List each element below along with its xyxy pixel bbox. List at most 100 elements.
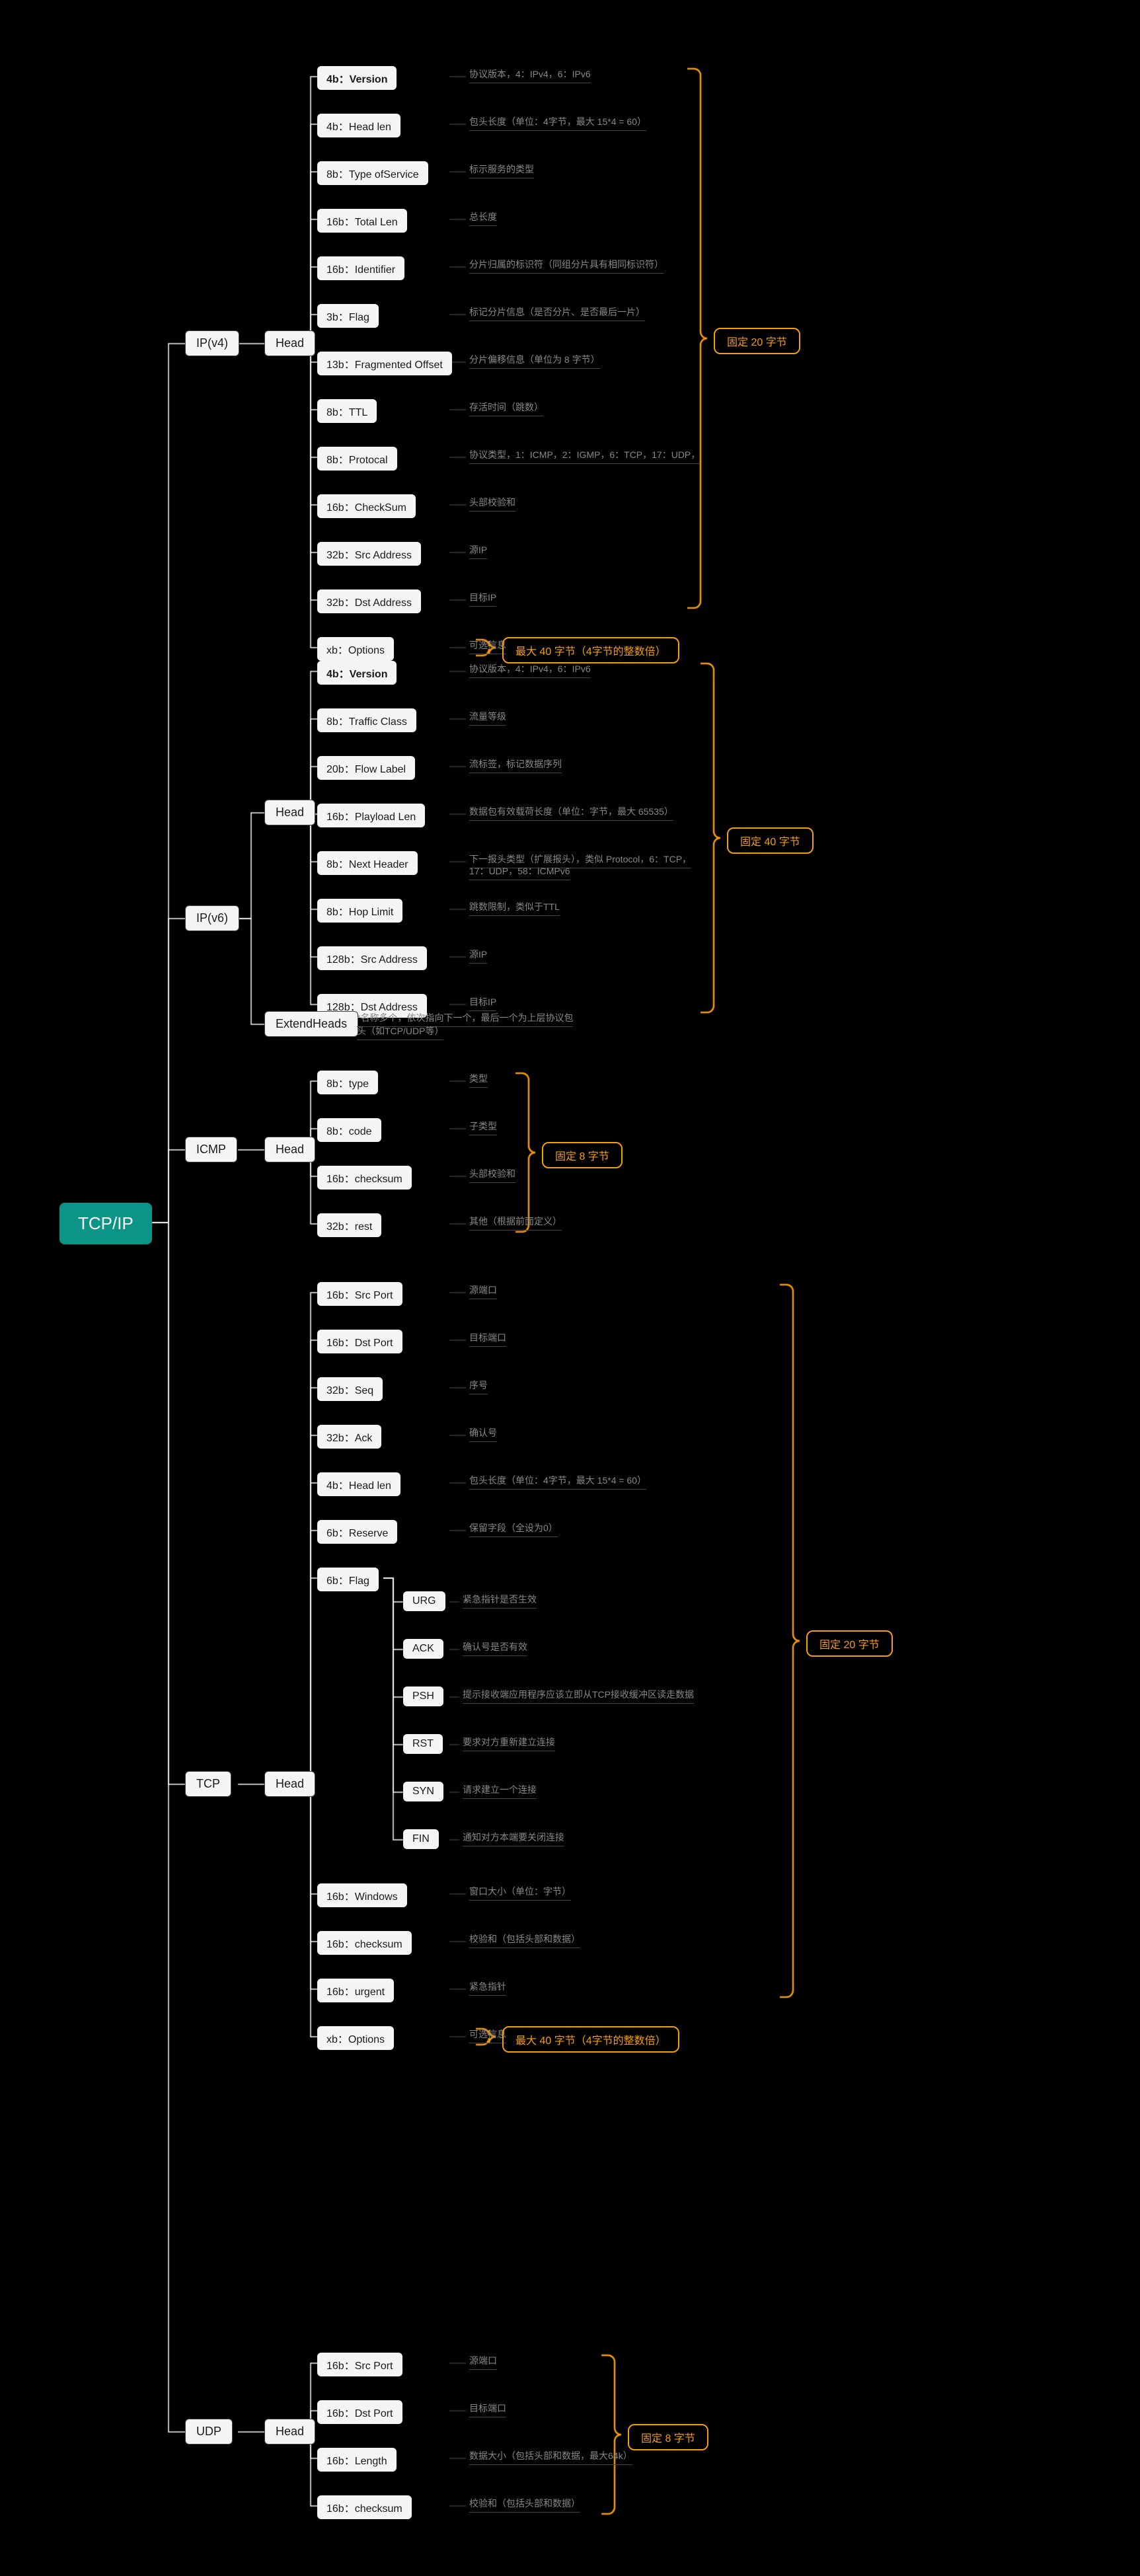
desc-tcp-2: 序号: [469, 1379, 488, 1394]
desc-ipv4-5: 标记分片信息（是否分片、是否最后一片）: [469, 305, 645, 321]
field-icmp-3: 32b：rest: [317, 1213, 381, 1237]
desc-ipv6-0: 协议版本，4：IPv4，6：IPv6: [469, 662, 591, 678]
field-tcp-9: 16b：urgent: [317, 1979, 394, 2002]
head-udp: Head: [264, 2419, 315, 2444]
field-udp-1: 16b：Dst Port: [317, 2400, 402, 2424]
protocol-ipv4: IP(v4): [185, 330, 239, 356]
field-icmp-0: 8b：type: [317, 1071, 378, 1094]
field-ipv4-12: xb：Options: [317, 637, 394, 661]
field-udp-0: 16b：Src Port: [317, 2353, 402, 2376]
flag-RST: RST: [403, 1734, 443, 1754]
field-ipv4-3: 16b：Total Len: [317, 209, 407, 233]
field-ipv4-2: 8b：Type ofService: [317, 161, 428, 185]
field-ipv4-0: 4b：Version: [317, 66, 397, 90]
field-ipv4-10: 32b：Src Address: [317, 542, 421, 566]
desc-tcp-7: 窗口大小（单位：字节）: [469, 1885, 571, 1901]
field-udp-3: 16b：checksum: [317, 2495, 412, 2519]
badge-ipv4-1: 最大 40 字节（4字节的整数倍）: [502, 637, 679, 663]
head-ipv6: Head: [264, 800, 315, 825]
field-ipv4-1: 4b：Head len: [317, 114, 400, 137]
field-tcp-7: 16b：Windows: [317, 1883, 407, 1907]
desc-icmp-3: 其他（根据前面定义）: [469, 1215, 562, 1231]
head-icmp: Head: [264, 1137, 315, 1162]
field-icmp-1: 8b：code: [317, 1118, 381, 1142]
field-tcp-5: 6b：Reserve: [317, 1520, 397, 1544]
desc-icmp-1: 子类型: [469, 1119, 497, 1135]
desc-ipv6-7: 目标IP: [469, 995, 496, 1011]
flagdesc-ACK: 确认号是否有效: [463, 1640, 527, 1656]
field-ipv4-5: 3b：Flag: [317, 304, 379, 328]
desc-tcp-0: 源端口: [469, 1283, 497, 1299]
field-ipv6-3: 16b：Playload Len: [317, 804, 425, 827]
desc-tcp-4: 包头长度（单位：4字节，最大 15*4 = 60）: [469, 1474, 646, 1490]
field-ipv4-4: 16b：Identifier: [317, 256, 404, 280]
field-ipv6-5: 8b：Hop Limit: [317, 899, 402, 923]
desc-tcp-10: 可选信息: [469, 2027, 506, 2043]
flag-URG: URG: [403, 1591, 445, 1611]
desc-ipv4-11: 目标IP: [469, 591, 496, 607]
flagdesc-RST: 要求对方重新建立连接: [463, 1735, 555, 1751]
flag-PSH: PSH: [403, 1686, 443, 1706]
flag-FIN: FIN: [403, 1829, 439, 1849]
badge-ipv4-0: 固定 20 字节: [714, 328, 800, 354]
field-tcp-0: 16b：Src Port: [317, 1282, 402, 1306]
desc2-ipv6-4: 17：UDP，58：ICMPv6: [469, 864, 570, 880]
field-tcp-1: 16b：Dst Port: [317, 1330, 402, 1353]
flagdesc-FIN: 通知对方本端要关闭连接: [463, 1831, 564, 1846]
field-ipv6-2: 20b：Flow Label: [317, 756, 415, 780]
protocol-ipv6: IP(v6): [185, 905, 239, 931]
field-tcp-3: 32b：Ack: [317, 1425, 381, 1449]
head-tcp: Head: [264, 1771, 315, 1797]
desc-tcp-1: 目标端口: [469, 1331, 506, 1347]
head-ipv4: Head: [264, 330, 315, 356]
field-ipv6-1: 8b：Traffic Class: [317, 708, 416, 732]
field-ipv4-11: 32b：Dst Address: [317, 589, 421, 613]
flag-ACK: ACK: [403, 1639, 443, 1659]
desc-tcp-8: 校验和（包括头部和数据）: [469, 1932, 580, 1948]
desc-ipv4-4: 分片归属的标识符（同组分片具有相同标识符）: [469, 258, 664, 274]
extdesc-1: 头（如TCP/UDP等）: [357, 1024, 443, 1040]
flag-SYN: SYN: [403, 1782, 443, 1801]
desc-ipv6-5: 跳数限制，类似于TTL: [469, 900, 560, 916]
field-ipv4-9: 16b：CheckSum: [317, 494, 416, 518]
badge-tcp-1: 最大 40 字节（4字节的整数倍）: [502, 2026, 679, 2053]
desc-ipv4-2: 标示服务的类型: [469, 163, 534, 178]
badge-tcp-0: 固定 20 字节: [806, 1630, 893, 1657]
desc-icmp-2: 头部校验和: [469, 1167, 515, 1183]
desc-ipv4-10: 源IP: [469, 543, 487, 559]
flagdesc-URG: 紧急指针是否生效: [463, 1593, 537, 1609]
desc-ipv4-6: 分片偏移信息（单位为 8 字节）: [469, 353, 600, 369]
desc-ipv6-3: 数据包有效载荷长度（单位：字节，最大 65535）: [469, 805, 673, 821]
desc-ipv6-2: 流标签，标记数据序列: [469, 757, 562, 773]
protocol-tcp: TCP: [185, 1771, 231, 1797]
field-udp-2: 16b：Length: [317, 2448, 397, 2472]
desc-udp-0: 源端口: [469, 2354, 497, 2370]
badge-udp-0: 固定 8 字节: [628, 2424, 708, 2450]
desc-tcp-9: 紧急指针: [469, 1980, 506, 1996]
desc-ipv4-9: 头部校验和: [469, 496, 515, 511]
field-ipv4-6: 13b：Fragmented Offset: [317, 352, 452, 375]
field-tcp-6: 6b：Flag: [317, 1568, 379, 1591]
field-icmp-2: 16b：checksum: [317, 1166, 412, 1190]
desc-tcp-5: 保留字段（全设为0）: [469, 1521, 558, 1537]
badge-icmp-0: 固定 8 字节: [542, 1142, 623, 1168]
field-ipv6-4: 8b：Next Header: [317, 851, 418, 875]
field-tcp-8: 16b：checksum: [317, 1931, 412, 1955]
field-tcp-10: xb：Options: [317, 2026, 394, 2050]
protocol-udp: UDP: [185, 2419, 233, 2444]
flagdesc-PSH: 提示接收端应用程序应该立即从TCP接收缓冲区读走数据: [463, 1688, 694, 1704]
field-ipv4-8: 8b：Protocal: [317, 447, 397, 471]
desc-udp-2: 数据大小（包括头部和数据，最大64k）: [469, 2449, 632, 2465]
desc-udp-3: 校验和（包括头部和数据）: [469, 2497, 580, 2513]
badge-ipv6-0: 固定 40 字节: [727, 827, 814, 854]
desc-ipv4-7: 存活时间（跳数）: [469, 400, 543, 416]
desc-ipv4-3: 总长度: [469, 210, 497, 226]
desc-ipv4-1: 包头长度（单位：4字节，最大 15*4 = 60）: [469, 115, 646, 131]
desc-ipv4-12: 可选信息: [469, 638, 506, 654]
desc-icmp-0: 类型: [469, 1072, 488, 1088]
desc-ipv6-6: 源IP: [469, 948, 487, 964]
field-tcp-4: 4b：Head len: [317, 1472, 400, 1496]
field-ipv4-7: 8b：TTL: [317, 399, 377, 423]
desc-tcp-3: 确认号: [469, 1426, 497, 1442]
field-tcp-2: 32b：Seq: [317, 1377, 383, 1401]
